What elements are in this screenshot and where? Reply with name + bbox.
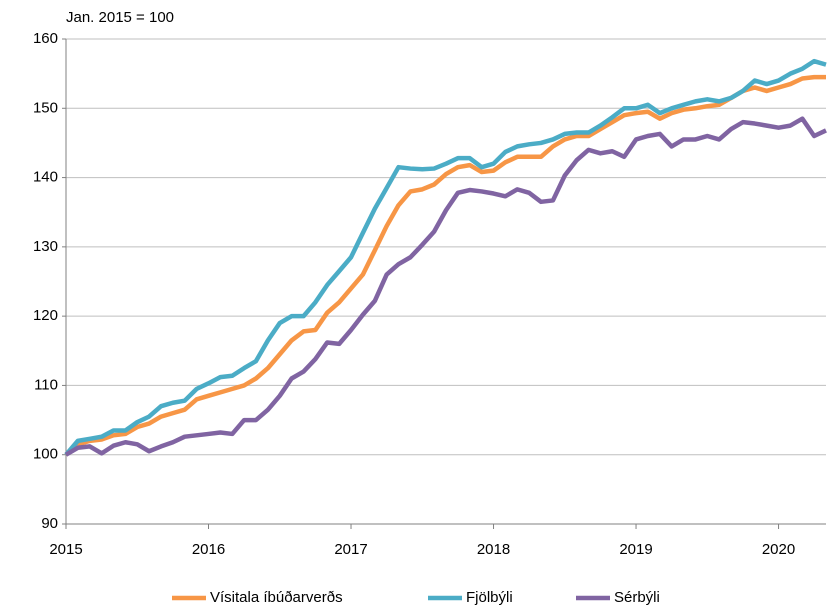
legend-label: Vísitala íbúðarverðs xyxy=(210,589,343,606)
y-tick-label: 120 xyxy=(33,307,58,324)
x-tick-label: 2017 xyxy=(334,541,367,558)
line-series xyxy=(64,116,827,457)
chart-subtitle: Jan. 2015 = 100 xyxy=(66,9,174,26)
line-series xyxy=(64,74,826,457)
legend-label: Fjölbýli xyxy=(466,589,513,606)
y-tick-label: 100 xyxy=(33,446,58,463)
line-series xyxy=(64,58,827,457)
x-tick-label: 2018 xyxy=(477,541,510,558)
x-tick-label: 2019 xyxy=(619,541,652,558)
y-tick-label: 90 xyxy=(41,515,58,532)
legend-label: Sérbýli xyxy=(614,589,660,606)
x-tick-label: 2020 xyxy=(762,541,795,558)
y-tick-label: 110 xyxy=(34,376,58,393)
x-tick-label: 2016 xyxy=(192,541,225,558)
y-tick-label: 130 xyxy=(33,238,58,255)
y-tick-label: 150 xyxy=(33,99,58,116)
x-tick-label: 2015 xyxy=(49,541,82,558)
y-tick-label: 140 xyxy=(33,169,58,186)
y-tick-label: 160 xyxy=(33,30,58,47)
